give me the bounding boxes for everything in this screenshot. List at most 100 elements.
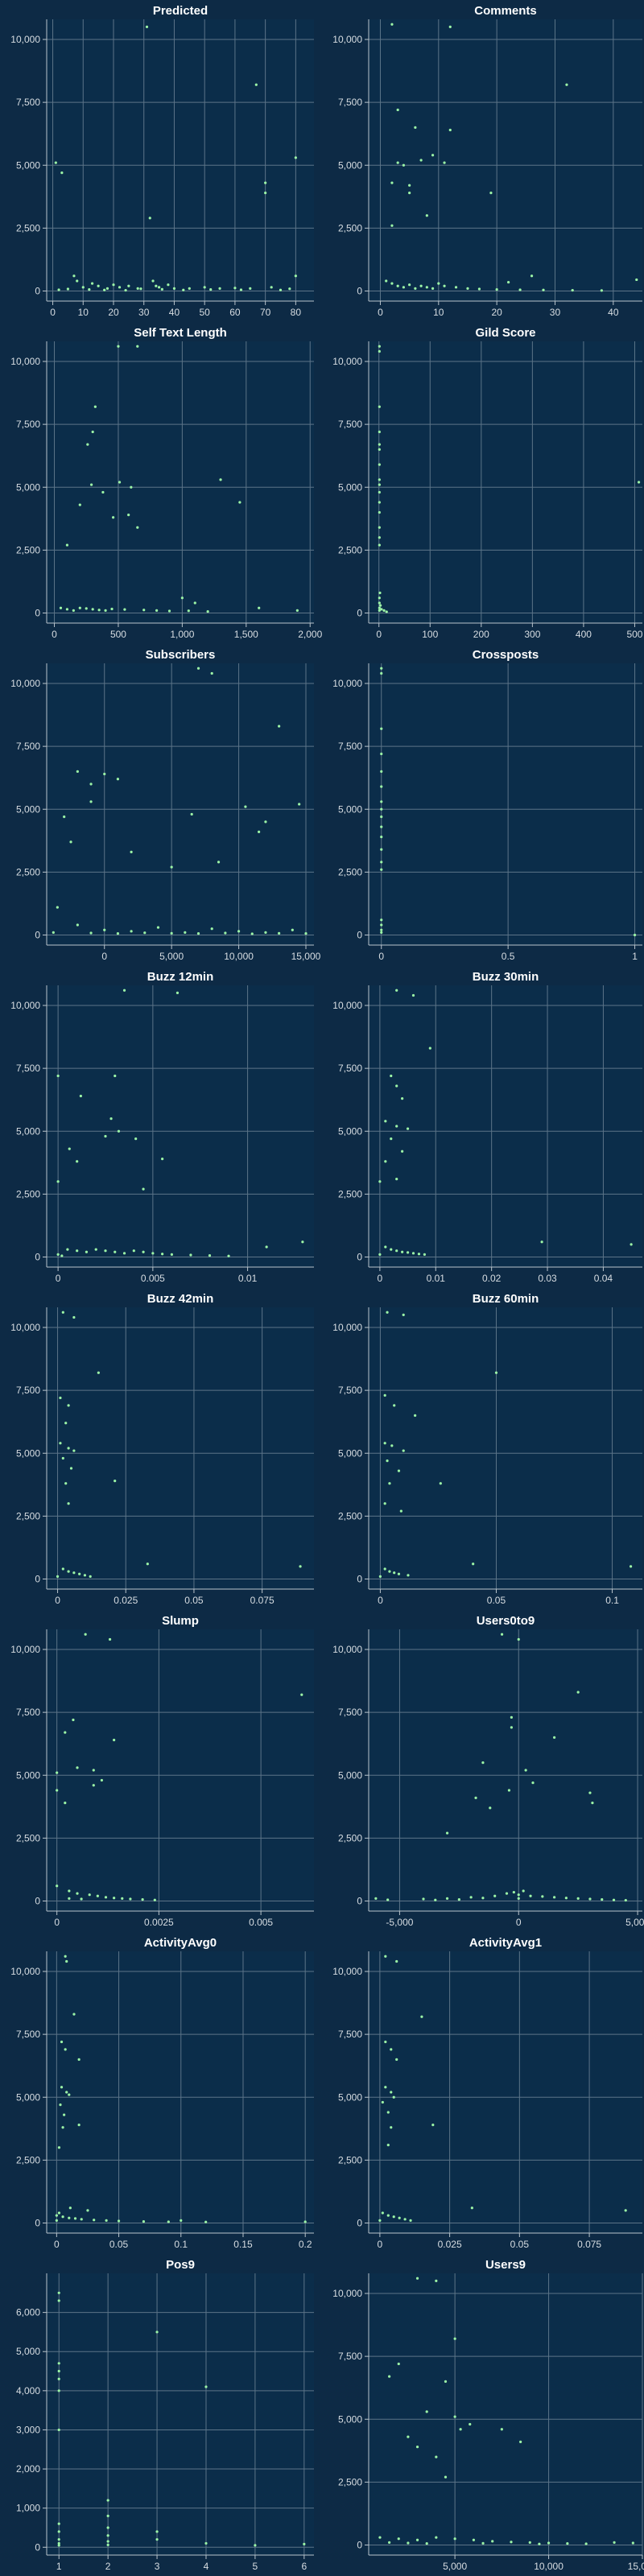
data-point xyxy=(139,287,142,291)
data-point xyxy=(507,280,510,284)
data-point xyxy=(78,606,81,609)
x-tick-label: 0.05 xyxy=(487,1595,506,1606)
y-tick-label: 10,000 xyxy=(10,34,40,45)
y-tick-label: 7,500 xyxy=(16,2029,40,2040)
data-point xyxy=(117,1129,121,1133)
data-point xyxy=(278,931,281,935)
x-tick-label: 400 xyxy=(576,629,592,640)
data-point xyxy=(91,430,94,434)
chart-panel: Users0to9 0 2,500 5,000 7,500 10,000 -5,000 0 5,… xyxy=(332,1614,644,1928)
data-point xyxy=(143,931,147,935)
data-point xyxy=(378,483,381,486)
data-point xyxy=(380,861,383,864)
data-point xyxy=(57,2291,60,2294)
data-point xyxy=(395,1249,398,1253)
data-point xyxy=(103,928,106,931)
data-point xyxy=(481,1897,485,1900)
data-point xyxy=(384,1955,387,1958)
x-tick-label: 0.005 xyxy=(249,1917,273,1928)
data-point xyxy=(528,2541,531,2544)
data-point xyxy=(378,478,381,481)
y-tick-label: 2,500 xyxy=(16,1188,40,1199)
plot-area xyxy=(369,1629,642,1911)
y-tick-label: 2,500 xyxy=(338,544,362,555)
x-tick-label: 40 xyxy=(169,307,180,318)
data-point xyxy=(61,2126,64,2129)
plot-area xyxy=(47,1307,314,1589)
data-point xyxy=(89,1575,92,1578)
x-tick-label: 200 xyxy=(473,629,489,640)
data-point xyxy=(444,2380,448,2383)
data-point xyxy=(170,1253,174,1256)
chart-title: Gild Score xyxy=(475,326,535,340)
data-point xyxy=(612,1898,616,1901)
data-point xyxy=(56,906,59,909)
data-point xyxy=(425,214,428,217)
data-point xyxy=(59,2103,62,2107)
data-point xyxy=(130,485,133,489)
data-point xyxy=(237,930,241,933)
x-tick-label: 6 xyxy=(301,2561,307,2572)
data-point xyxy=(89,483,93,486)
data-point xyxy=(129,1897,132,1901)
data-point xyxy=(397,1469,401,1472)
data-point xyxy=(395,2058,398,2061)
data-point xyxy=(79,1094,82,1098)
data-point xyxy=(80,2218,83,2221)
data-point xyxy=(495,288,498,291)
data-point xyxy=(470,2207,473,2210)
data-point xyxy=(388,2375,391,2378)
data-point xyxy=(60,1254,64,1257)
data-point xyxy=(635,278,638,282)
data-point xyxy=(67,1404,70,1407)
data-point xyxy=(112,283,115,287)
data-point xyxy=(414,1414,417,1417)
plot-area xyxy=(369,1951,642,2233)
data-point xyxy=(415,2446,419,2449)
data-point xyxy=(301,1241,304,1244)
data-point xyxy=(390,1137,393,1141)
chart-title: Comments xyxy=(474,4,537,18)
data-point xyxy=(481,2541,485,2545)
data-point xyxy=(91,608,94,611)
data-point xyxy=(383,1442,386,1445)
chart-panel: Pos9 0 1,000 2,000 3,000 4,000 5,000 6,000 1 2 3 4 5… xyxy=(16,2258,314,2572)
data-point xyxy=(384,1245,387,1249)
data-point xyxy=(402,286,406,289)
data-point xyxy=(64,1802,67,1805)
x-tick-label: 500 xyxy=(110,629,126,640)
data-point xyxy=(406,1251,410,1254)
y-tick-label: 7,500 xyxy=(16,1063,40,1074)
data-point xyxy=(57,2299,60,2302)
data-point xyxy=(443,284,446,287)
y-tick-label: 10,000 xyxy=(10,1000,40,1011)
data-point xyxy=(57,2522,60,2525)
data-point xyxy=(564,1897,568,1900)
data-point xyxy=(397,1572,401,1575)
data-point xyxy=(239,288,243,291)
data-point xyxy=(68,1889,71,1893)
data-point xyxy=(386,1898,390,1901)
y-tick-label: 7,500 xyxy=(16,741,40,752)
data-point xyxy=(524,1769,527,1772)
y-tick-label: 0 xyxy=(357,2218,362,2229)
data-point xyxy=(380,807,383,811)
y-tick-label: 5,000 xyxy=(338,481,362,493)
data-point xyxy=(103,288,106,291)
data-point xyxy=(494,1371,498,1374)
data-point xyxy=(408,283,411,287)
x-tick-label: 15,000 xyxy=(628,2561,644,2572)
data-point xyxy=(378,510,381,514)
data-point xyxy=(517,1897,520,1900)
y-tick-label: 5,000 xyxy=(16,2346,40,2357)
y-tick-label: 0 xyxy=(357,286,362,297)
data-point xyxy=(380,815,383,819)
data-point xyxy=(60,2086,64,2089)
data-point xyxy=(493,1894,497,1897)
data-point xyxy=(153,1898,156,1901)
data-point xyxy=(295,609,299,612)
y-tick-label: 6,000 xyxy=(16,2307,40,2318)
data-point xyxy=(298,803,301,806)
data-point xyxy=(510,2541,513,2544)
data-point xyxy=(83,1574,87,1577)
